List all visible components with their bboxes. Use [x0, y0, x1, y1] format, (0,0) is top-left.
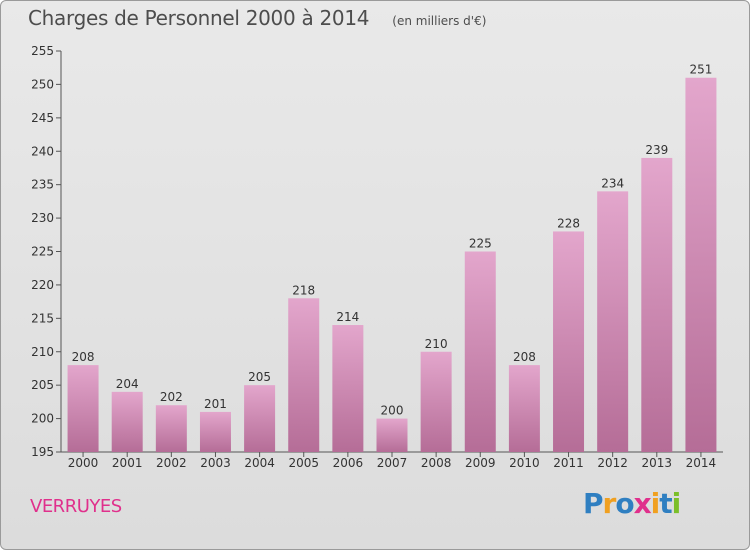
bar: [288, 298, 320, 452]
x-tick-label: 2014: [686, 456, 717, 470]
logo-letter: i: [650, 487, 661, 520]
x-tick-label: 2001: [112, 456, 143, 470]
data-label: 202: [160, 390, 183, 404]
x-tick-label: 2005: [288, 456, 319, 470]
data-label: 214: [336, 310, 359, 324]
data-label: 225: [469, 237, 492, 251]
bar: [508, 365, 540, 452]
bar: [111, 391, 143, 452]
x-tick-label: 2010: [509, 456, 540, 470]
bar: [376, 418, 408, 452]
y-tick-label: 195: [31, 445, 54, 459]
data-label: 208: [513, 350, 536, 364]
x-tick-label: 2000: [68, 456, 99, 470]
y-tick-label: 235: [31, 178, 54, 192]
y-tick-label: 250: [31, 77, 54, 91]
bar: [155, 405, 187, 452]
bar: [67, 365, 99, 452]
proxiti-logo: Proxiti: [583, 487, 682, 520]
y-tick-label: 205: [31, 378, 54, 392]
bar: [685, 77, 717, 452]
x-tick-label: 2011: [553, 456, 584, 470]
x-tick-label: 2002: [156, 456, 187, 470]
logo-letter: P: [583, 487, 604, 520]
y-tick-label: 220: [31, 278, 54, 292]
y-tick-label: 255: [31, 44, 54, 58]
bar: [464, 251, 496, 452]
logo-letter: r: [602, 487, 617, 520]
x-tick-label: 2012: [597, 456, 628, 470]
chart-title: Charges de Personnel 2000 à 2014: [28, 6, 370, 30]
bar: [332, 325, 364, 452]
data-label: 200: [381, 404, 404, 418]
data-label: 208: [72, 350, 95, 364]
data-label: 228: [557, 216, 580, 230]
data-label: 251: [689, 63, 712, 77]
x-tick-label: 2007: [377, 456, 408, 470]
town-name: VERRUYES: [30, 496, 122, 517]
x-tick-label: 2006: [333, 456, 364, 470]
x-tick-label: 2008: [421, 456, 452, 470]
bar: [553, 231, 585, 452]
data-label: 205: [248, 370, 271, 384]
chart-subtitle: (en milliers d'€): [392, 14, 487, 28]
bar: [597, 191, 629, 452]
data-label: 201: [204, 397, 227, 411]
chart-title-row: Charges de Personnel 2000 à 2014 (en mil…: [28, 6, 486, 30]
x-tick-label: 2004: [244, 456, 275, 470]
bar: [641, 157, 673, 452]
y-tick-label: 240: [31, 144, 54, 158]
y-tick-label: 215: [31, 311, 54, 325]
bar: [420, 351, 452, 452]
y-tick-label: 230: [31, 211, 54, 225]
y-tick-label: 245: [31, 111, 54, 125]
logo-letter: o: [615, 487, 634, 520]
logo-letter: t: [659, 487, 672, 520]
x-tick-label: 2003: [200, 456, 231, 470]
logo-letter: x: [633, 487, 652, 520]
data-label: 204: [116, 377, 139, 391]
bar: [199, 411, 231, 452]
y-tick-label: 210: [31, 345, 54, 359]
x-tick-label: 2009: [465, 456, 496, 470]
data-label: 210: [425, 337, 448, 351]
bar: [244, 385, 276, 452]
data-label: 239: [645, 143, 668, 157]
y-tick-label: 225: [31, 245, 54, 259]
data-label: 218: [292, 283, 315, 297]
y-tick-label: 200: [31, 412, 54, 426]
x-tick-label: 2013: [642, 456, 673, 470]
data-label: 234: [601, 176, 624, 190]
logo-letter: i: [671, 487, 682, 520]
